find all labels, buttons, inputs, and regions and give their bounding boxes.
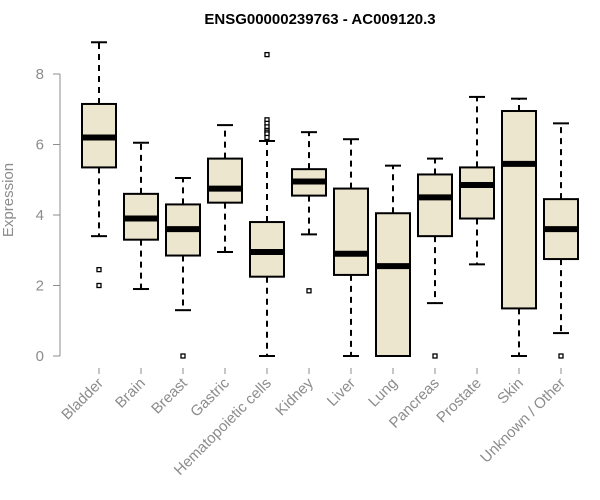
box-breast [165, 176, 201, 359]
iqr-box [375, 212, 411, 357]
box-unknown-other [543, 122, 579, 359]
boxes [81, 41, 579, 359]
x-tick-label: Brain [112, 375, 149, 412]
y-tick-label: 4 [36, 207, 44, 224]
chart-title: ENSG00000239763 - AC009120.3 [204, 11, 435, 28]
x-tick-label: Bladder [58, 375, 107, 424]
outlier-point [96, 266, 102, 273]
box-liver [333, 138, 369, 357]
box-bladder [81, 41, 117, 289]
outlier-point [306, 288, 312, 294]
outlier-point [432, 353, 438, 359]
x-tick-label: Lung [365, 375, 401, 411]
outlier-point [264, 134, 270, 141]
iqr-box [459, 166, 495, 220]
box-lung [375, 164, 411, 357]
y-tick-label: 6 [36, 137, 44, 154]
outlier-point [558, 353, 564, 359]
box-pancreas [417, 157, 453, 359]
box-gastric [207, 124, 243, 254]
y-axis-label: Expression [0, 163, 17, 237]
x-tick-label: Kidney [272, 374, 317, 419]
box-hematopoietic-cells [249, 51, 285, 357]
box-prostate [459, 95, 495, 266]
outlier-point [264, 51, 270, 58]
outlier-point [96, 282, 102, 289]
x-tick-label: Prostate [433, 375, 485, 427]
y-axis: 0 2 4 6 8 [36, 66, 61, 365]
iqr-box [501, 110, 537, 310]
y-tick-label: 8 [36, 66, 44, 83]
iqr-box [207, 157, 243, 204]
y-tick-label: 0 [36, 348, 44, 365]
outlier-point [180, 353, 186, 359]
x-tick-label: Breast [148, 374, 191, 417]
x-tick-label: Liver [324, 375, 359, 410]
iqr-box [333, 187, 369, 276]
box-skin [501, 97, 537, 357]
x-tick-label: Skin [494, 375, 527, 408]
y-tick-label: 2 [36, 278, 44, 295]
box-kidney [291, 131, 327, 294]
box-brain [123, 141, 159, 291]
iqr-box [417, 173, 453, 238]
